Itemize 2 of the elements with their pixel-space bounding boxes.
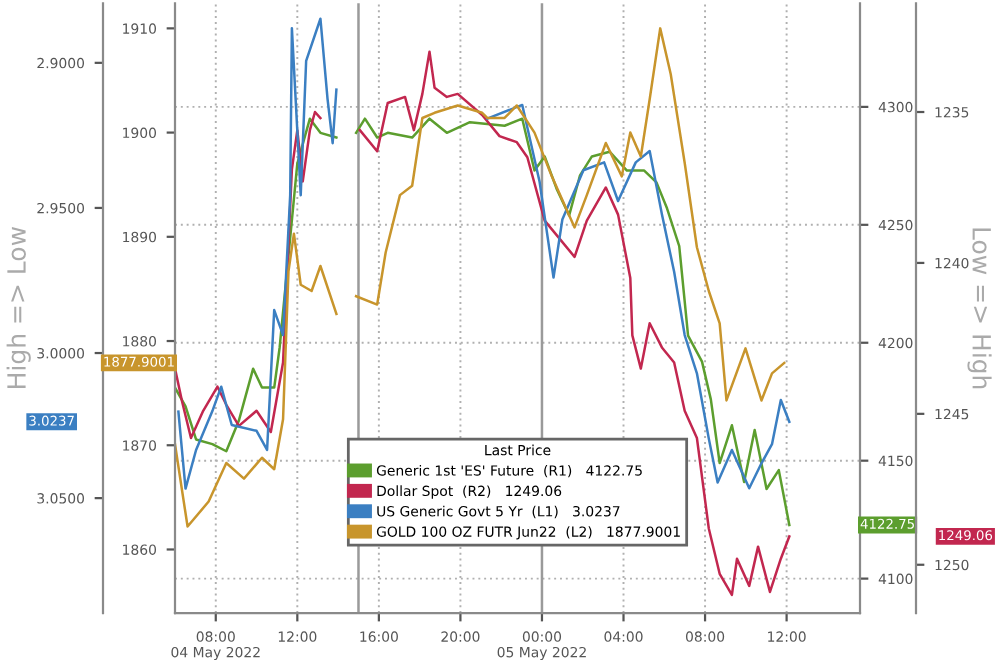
y2-axis-title: Low => High xyxy=(967,228,992,389)
y-axis-title: High => Low xyxy=(6,227,31,388)
